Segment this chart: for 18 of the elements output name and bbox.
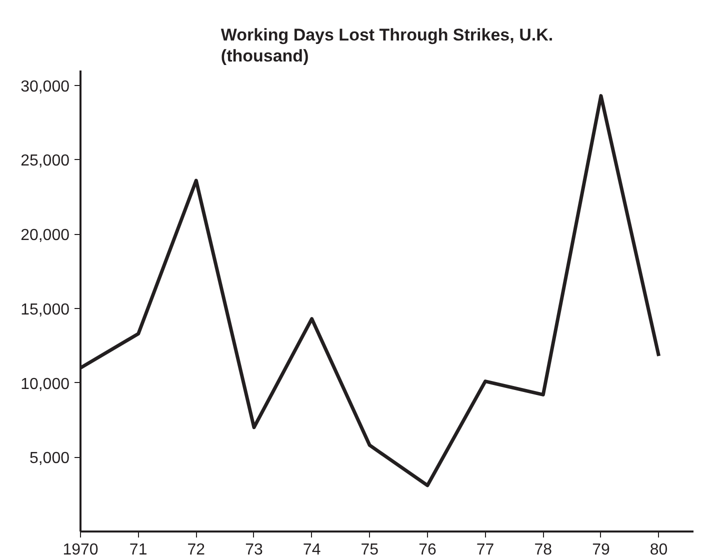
y-tick-label: 10,000 <box>20 376 70 393</box>
y-tick-label: 30,000 <box>20 78 70 96</box>
x-tick-label: 73 <box>245 542 263 557</box>
x-tick-label: 74 <box>302 542 321 557</box>
x-tick-label: 1970 <box>62 542 98 557</box>
y-tick-label: 5,000 <box>29 450 70 468</box>
y-tick-label: 25,000 <box>20 152 70 170</box>
x-tick-label: 72 <box>187 542 206 557</box>
x-tick-label: 78 <box>534 542 552 557</box>
x-tick-label: 77 <box>476 542 494 557</box>
y-tick-label: 20,000 <box>20 227 70 244</box>
x-tick-label: 76 <box>418 542 436 557</box>
x-tick-label: 71 <box>129 542 148 557</box>
x-tick-label: 80 <box>650 542 668 557</box>
chart-title: Working Days Lost Through Strikes, U.K. (thousand) <box>220 26 554 66</box>
y-tick-label: 15,000 <box>20 301 70 318</box>
x-tick-label: 75 <box>360 542 379 557</box>
x-tick-label: 79 <box>592 542 610 557</box>
